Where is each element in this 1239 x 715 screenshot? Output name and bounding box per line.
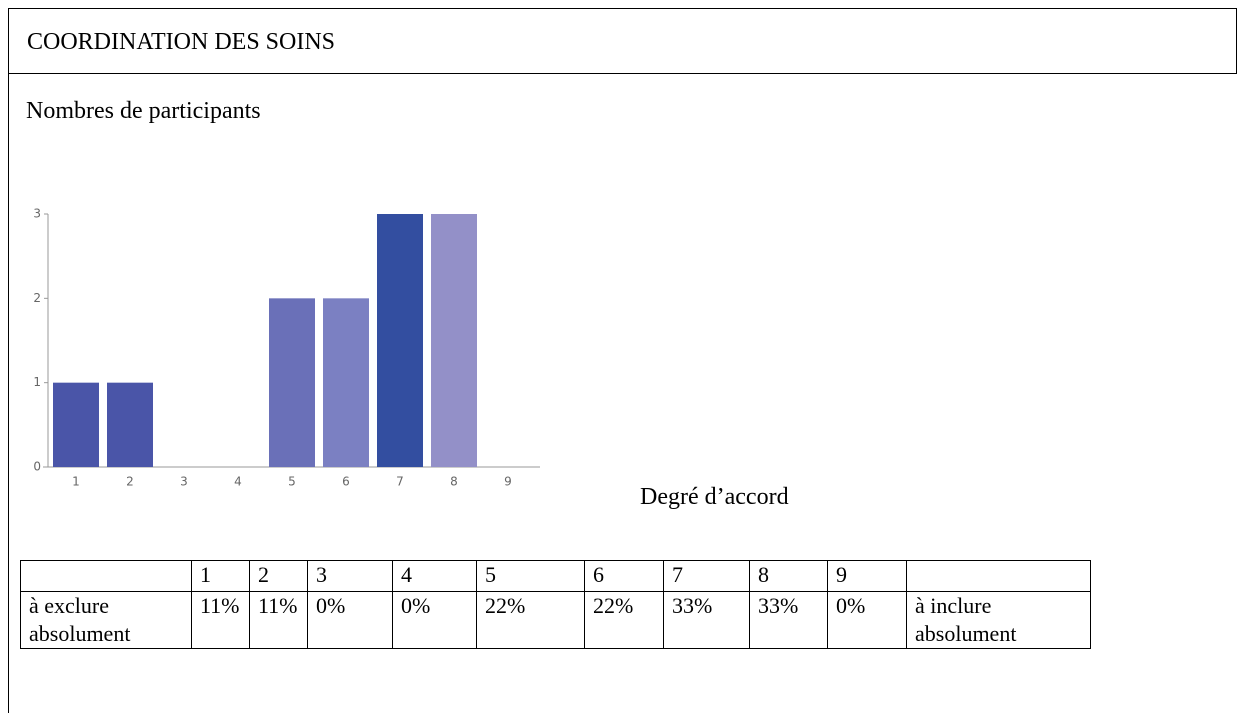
frame — [8, 8, 1238, 713]
cell: 11% — [249, 591, 308, 649]
x-tick-label: 6 — [342, 475, 350, 489]
bar — [323, 298, 369, 467]
bar — [431, 214, 477, 467]
cell: 33% — [663, 591, 750, 649]
cell: 22% — [584, 591, 664, 649]
cell: 22% — [476, 591, 585, 649]
cell: 5 — [476, 560, 585, 592]
cell: 6 — [584, 560, 664, 592]
y-tick-label: 3 — [33, 207, 41, 221]
cell: 7 — [663, 560, 750, 592]
cell: 4 — [392, 560, 477, 592]
bar — [269, 298, 315, 467]
cell: 0% — [827, 591, 907, 649]
y-tick-label: 0 — [33, 460, 41, 474]
cell: 33% — [749, 591, 828, 649]
chart-title: Nombres de participants — [26, 98, 261, 124]
table-header: 1 2 3 4 5 6 7 8 9 — [20, 560, 1091, 592]
cell: 8 — [749, 560, 828, 592]
cell: 0% — [307, 591, 393, 649]
y-tick-label: 1 — [33, 375, 41, 389]
x-tick-label: 1 — [72, 475, 80, 489]
y-tick-label: 2 — [33, 291, 41, 305]
x-tick-label: 2 — [126, 475, 134, 489]
x-axis-label: Degré d’accord — [640, 484, 789, 510]
x-tick-label: 7 — [396, 475, 404, 489]
bar — [107, 382, 153, 467]
cell — [906, 560, 1091, 592]
header: COORDINATION DES SOINS — [8, 8, 1237, 74]
x-tick-label: 3 — [180, 475, 188, 489]
cell: 9 — [827, 560, 907, 592]
chart: 0 1 2 3 1 2 3 4 5 6 7 8 9 — [33, 207, 540, 489]
table: 1 2 3 4 5 6 7 8 9 à exclure absolument 1… — [20, 560, 1091, 649]
cell: 11% — [191, 591, 250, 649]
table-row: à exclure absolument 11% 11% 0% 0% 22% 2… — [20, 591, 1091, 649]
header-title: COORDINATION DES SOINS — [27, 29, 336, 55]
bar — [53, 382, 99, 467]
cell: 1 — [191, 560, 250, 592]
x-tick-label: 9 — [504, 475, 512, 489]
x-tick-label: 4 — [234, 475, 242, 489]
cell — [20, 560, 192, 592]
x-tick-label: 8 — [450, 475, 458, 489]
bar — [377, 214, 423, 467]
cell: 2 — [249, 560, 308, 592]
cell: 0% — [392, 591, 477, 649]
cell: à inclure absolument — [906, 591, 1091, 649]
x-tick-label: 5 — [288, 475, 296, 489]
cell: à exclure absolument — [20, 591, 192, 649]
cell: 3 — [307, 560, 393, 592]
